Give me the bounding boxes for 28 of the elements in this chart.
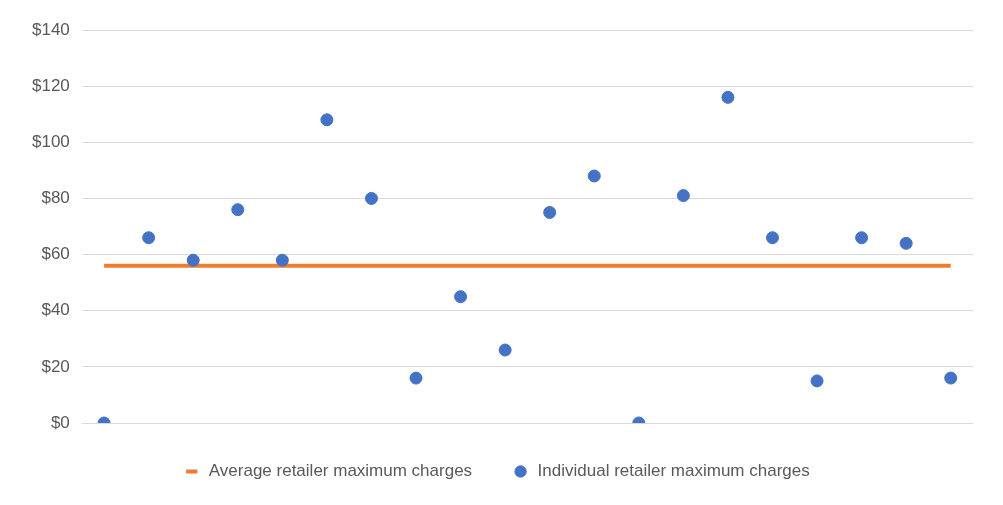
point xyxy=(454,290,468,304)
point xyxy=(810,374,824,388)
y-tick-label: $100 xyxy=(31,131,70,151)
point xyxy=(142,231,156,245)
point xyxy=(721,90,735,104)
y-tick-label: $140 xyxy=(31,19,70,39)
legend-label: Individual retailer maximum charges xyxy=(537,461,810,481)
point xyxy=(944,371,958,385)
point xyxy=(855,231,869,245)
point xyxy=(409,371,423,385)
y-tick-label: $40 xyxy=(41,300,70,320)
point xyxy=(765,231,779,245)
point xyxy=(676,189,690,203)
legend-label: Average retailer maximum charges xyxy=(208,461,473,481)
y-tick-label: $20 xyxy=(41,356,70,376)
y-tick-label: $60 xyxy=(41,244,70,264)
y-tick-label: $120 xyxy=(31,75,70,95)
point xyxy=(498,343,512,357)
point xyxy=(275,253,289,267)
y-tick-label: $80 xyxy=(41,188,70,208)
point xyxy=(543,205,557,219)
y-tick-label: $0 xyxy=(50,412,70,432)
point xyxy=(231,203,245,217)
point xyxy=(320,113,334,127)
point xyxy=(899,236,913,250)
point xyxy=(186,253,200,267)
point xyxy=(587,169,601,183)
point xyxy=(364,191,378,205)
